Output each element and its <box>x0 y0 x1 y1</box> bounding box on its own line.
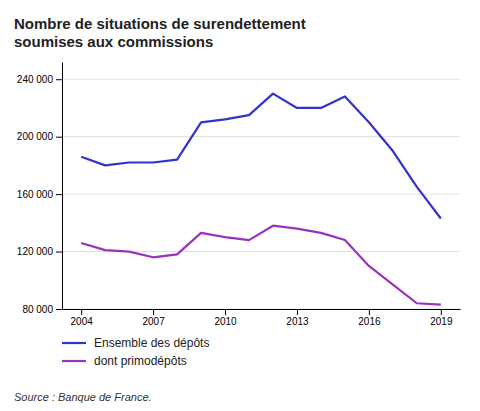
tick-mark <box>441 309 442 315</box>
tick: 80 000 <box>22 304 62 315</box>
chart: Nombre de situations de surendettementso… <box>0 0 480 411</box>
tick: 2010 <box>214 309 237 327</box>
tick: 160 000 <box>17 189 62 200</box>
tick-mark <box>369 309 370 315</box>
tick-label: 200 000 <box>17 131 54 142</box>
tick-label: 160 000 <box>17 189 54 200</box>
tick-mark <box>81 309 82 315</box>
tick-mark <box>56 252 62 253</box>
tick-mark <box>297 309 298 315</box>
legend-swatch <box>62 342 86 344</box>
tick-label: 120 000 <box>17 246 54 257</box>
grid <box>62 79 460 309</box>
line <box>81 94 441 219</box>
title: Nombre de situations de surendettementso… <box>14 15 306 50</box>
tick: 2007 <box>142 309 165 327</box>
grid-line <box>62 79 460 80</box>
tick: 200 000 <box>17 131 62 142</box>
tick-mark <box>56 79 62 80</box>
tick-label: 2004 <box>71 316 94 327</box>
tick-mark <box>56 309 62 310</box>
legend-label: dont primodépôts <box>94 354 187 368</box>
tick: 2004 <box>71 309 94 327</box>
legend-item: dont primodépôts <box>62 354 187 368</box>
tick-label: 2013 <box>286 316 309 327</box>
grid-line <box>62 136 460 137</box>
tick-label: 240 000 <box>17 74 54 85</box>
tick: 2016 <box>358 309 381 327</box>
title-line: Nombre de situations de surendettement <box>14 15 306 32</box>
legend-item: Ensemble des dépôts <box>62 336 209 350</box>
legend: Ensemble des dépôts dont primodépôts <box>62 336 209 368</box>
legend-label: Ensemble des dépôts <box>94 336 209 350</box>
tick: 120 000 <box>17 246 62 257</box>
grid-line <box>62 309 460 310</box>
lines <box>81 94 441 305</box>
y-axis: 80 000 120 000 160 000 200 000 240 000 <box>17 63 63 315</box>
tick-mark <box>153 309 154 315</box>
tick-label: 2016 <box>358 316 381 327</box>
tick-label: 2010 <box>214 316 237 327</box>
plot: 80 000120 000160 000200 000240 000200420… <box>17 63 461 328</box>
x-axis: 2004 2007 2010 2013 2016 2019 <box>63 309 461 327</box>
tick: 2019 <box>430 309 453 327</box>
tick-label: 2019 <box>430 316 453 327</box>
axis-line <box>63 309 461 310</box>
tick: 2013 <box>286 309 309 327</box>
tick-label: 80 000 <box>22 304 53 315</box>
title-line: soumises aux commissions <box>14 33 213 50</box>
tick-label: 2007 <box>142 316 165 327</box>
tick-mark <box>56 137 62 138</box>
tick-mark <box>225 309 226 315</box>
line <box>81 226 441 305</box>
grid-line <box>62 194 460 195</box>
source: Source : Banque de France. <box>14 391 152 403</box>
tick: 240 000 <box>17 74 62 85</box>
legend-swatch <box>62 360 86 362</box>
tick-mark <box>56 194 62 195</box>
axis-line <box>62 63 63 310</box>
